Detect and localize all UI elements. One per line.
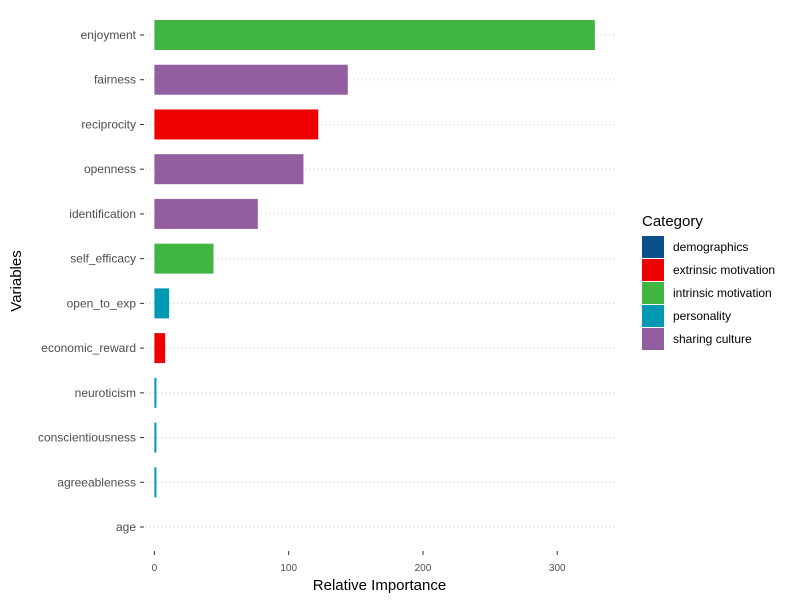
legend-label-intrinsic-motivation: intrinsic motivation — [673, 286, 772, 300]
bar-openness — [154, 154, 304, 185]
x-axis: 0 100 200 300 — [152, 551, 566, 574]
y-axis: enjoyment fairness reciprocity openness iden… — [38, 28, 144, 534]
x-tick-label-100: 100 — [280, 563, 297, 574]
bar-enjoyment — [154, 20, 595, 50]
y-tick-label-reciprocity: reciprocity — [81, 117, 136, 131]
y-tick-label-self_efficacy: self_efficacy — [70, 252, 136, 266]
legend-swatch-demographics — [642, 236, 664, 258]
bar-reciprocity — [154, 109, 319, 140]
legend-swatch-extrinsic-motivation — [642, 259, 664, 281]
legend-label-sharing-culture: sharing culture — [673, 332, 752, 346]
y-tick-label-agreeableness: agreeableness — [57, 475, 136, 489]
bar-open_to_exp — [154, 288, 170, 319]
bars — [154, 20, 595, 498]
legend-items: demographics extrinsic motivation intrinsi… — [642, 236, 775, 350]
legend-label-personality: personality — [673, 309, 731, 323]
y-tick-label-openness: openness — [84, 162, 136, 176]
bar-fairness — [154, 64, 348, 95]
y-tick-label-open_to_exp: open_to_exp — [67, 296, 137, 310]
bar-self_efficacy — [154, 243, 214, 274]
legend: Category demographics extrinsic motivatio… — [642, 213, 775, 350]
y-tick-label-identification: identification — [69, 207, 136, 221]
y-tick-label-conscientiousness: conscientiousness — [38, 431, 136, 445]
x-tick-label-0: 0 — [152, 563, 158, 574]
x-axis-title: Relative Importance — [313, 577, 446, 594]
y-tick-label-age: age — [116, 520, 136, 534]
y-tick-label-enjoyment: enjoyment — [81, 28, 137, 42]
legend-swatch-sharing-culture — [642, 328, 664, 350]
legend-label-demographics: demographics — [673, 240, 748, 254]
y-tick-label-economic_reward: economic_reward — [41, 341, 136, 355]
legend-swatch-intrinsic-motivation — [642, 282, 664, 304]
bar-economic_reward — [154, 333, 166, 364]
bar-conscientiousness — [154, 422, 157, 453]
y-tick-label-fairness: fairness — [94, 73, 136, 87]
bar-agreeableness — [154, 467, 157, 498]
legend-swatch-personality — [642, 305, 664, 327]
legend-label-extrinsic-motivation: extrinsic motivation — [673, 263, 775, 277]
bar-neuroticism — [154, 377, 157, 408]
x-tick-label-200: 200 — [415, 563, 432, 574]
legend-title: Category — [642, 213, 703, 230]
bar-identification — [154, 198, 258, 229]
y-axis-title: Variables — [8, 250, 25, 311]
gridlines — [145, 34, 615, 528]
y-tick-label-neuroticism: neuroticism — [75, 386, 136, 400]
x-tick-label-300: 300 — [549, 563, 566, 574]
